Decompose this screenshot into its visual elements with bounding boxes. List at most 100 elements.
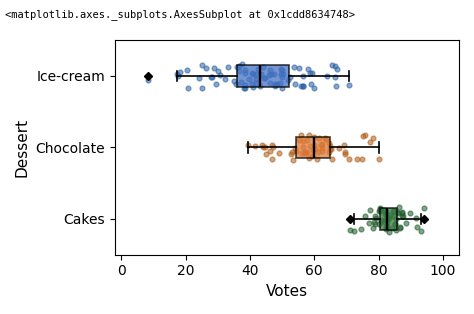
- Point: [272, 82, 279, 87]
- Point: [301, 150, 309, 155]
- Point: [303, 138, 311, 143]
- Point: [268, 157, 276, 162]
- Point: [248, 71, 256, 76]
- Point: [331, 74, 339, 79]
- Point: [258, 143, 266, 148]
- Point: [315, 135, 322, 140]
- Point: [382, 212, 389, 217]
- Point: [420, 206, 428, 211]
- Point: [383, 219, 391, 225]
- Point: [383, 224, 391, 229]
- PathPatch shape: [380, 208, 397, 230]
- Point: [395, 205, 403, 210]
- Point: [244, 142, 252, 147]
- Point: [318, 149, 325, 154]
- Point: [297, 84, 304, 89]
- Point: [333, 67, 341, 72]
- Point: [382, 212, 389, 217]
- Point: [252, 81, 259, 86]
- Y-axis label: Dessert: Dessert: [15, 118, 30, 177]
- Point: [369, 225, 376, 230]
- Point: [327, 146, 335, 151]
- Point: [319, 141, 326, 146]
- Point: [383, 225, 390, 230]
- Point: [233, 64, 241, 69]
- Point: [361, 214, 369, 219]
- Point: [173, 72, 180, 77]
- Point: [230, 78, 237, 84]
- Point: [371, 222, 379, 227]
- Point: [299, 73, 306, 78]
- Point: [268, 142, 276, 147]
- Point: [266, 68, 274, 73]
- Point: [287, 74, 294, 79]
- Point: [252, 77, 259, 82]
- Point: [308, 82, 315, 87]
- Point: [371, 220, 378, 225]
- Point: [341, 151, 348, 156]
- Point: [266, 149, 274, 154]
- Point: [276, 80, 284, 85]
- Point: [406, 210, 413, 215]
- Point: [385, 216, 393, 221]
- Point: [418, 229, 425, 234]
- Point: [375, 208, 383, 214]
- Point: [251, 143, 258, 148]
- Point: [225, 64, 232, 69]
- Point: [241, 71, 249, 76]
- Point: [399, 211, 406, 216]
- Point: [306, 70, 314, 75]
- Point: [346, 227, 354, 232]
- Point: [376, 206, 384, 211]
- Point: [266, 81, 274, 86]
- Point: [245, 76, 253, 81]
- Point: [237, 80, 245, 85]
- Point: [350, 228, 358, 233]
- Point: [393, 210, 401, 215]
- Point: [381, 208, 388, 213]
- Point: [313, 157, 321, 162]
- Point: [249, 71, 257, 76]
- Point: [376, 207, 384, 212]
- Point: [310, 143, 318, 148]
- Point: [389, 208, 396, 214]
- Point: [308, 154, 315, 159]
- Point: [391, 221, 398, 226]
- Point: [184, 85, 192, 90]
- Point: [176, 70, 184, 75]
- Point: [289, 157, 297, 162]
- Point: [345, 156, 353, 161]
- Point: [412, 215, 419, 220]
- Point: [307, 143, 314, 148]
- Point: [235, 68, 243, 73]
- Point: [299, 144, 306, 149]
- Point: [319, 146, 326, 151]
- Point: [346, 83, 353, 88]
- X-axis label: Votes: Votes: [266, 284, 308, 299]
- Point: [321, 136, 329, 141]
- Point: [232, 82, 239, 87]
- Point: [241, 86, 248, 91]
- Point: [327, 147, 334, 152]
- Point: [259, 64, 266, 69]
- Point: [413, 224, 420, 229]
- PathPatch shape: [237, 65, 289, 87]
- Point: [402, 221, 410, 226]
- Point: [323, 74, 331, 79]
- Point: [378, 218, 386, 223]
- Text: <matplotlib.axes._subplots.AxesSubplot at 0x1cdd8634748>: <matplotlib.axes._subplots.AxesSubplot a…: [5, 9, 355, 20]
- Point: [198, 86, 206, 91]
- Point: [295, 138, 303, 143]
- Point: [342, 150, 349, 155]
- Point: [235, 64, 243, 69]
- Point: [267, 72, 275, 77]
- Point: [199, 62, 206, 68]
- Point: [279, 67, 286, 72]
- Point: [270, 72, 278, 77]
- Point: [263, 152, 270, 157]
- Point: [292, 149, 300, 154]
- Point: [196, 75, 203, 80]
- Point: [174, 73, 182, 78]
- Point: [328, 62, 336, 68]
- Point: [221, 76, 229, 81]
